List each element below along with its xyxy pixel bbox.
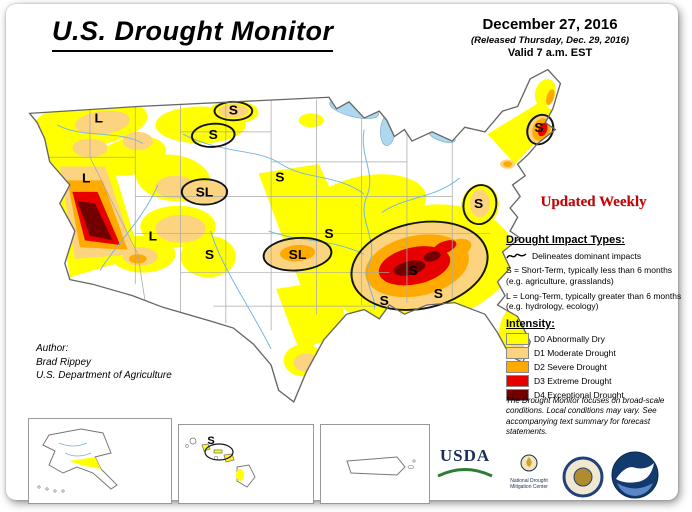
valid-time: Valid 7 a.m. EST: [507, 46, 593, 59]
map-impact-label: S: [229, 103, 238, 117]
legend-item-d3: D3 Extreme Drought: [506, 375, 686, 387]
map-impact-label: S: [474, 197, 483, 211]
impact-line-icon: [506, 253, 527, 259]
ndmc-logo: National Drought Mitigation Center: [500, 454, 558, 490]
puerto-rico-inset-map: [320, 424, 430, 504]
page-title-text: U.S. Drought Monitor: [52, 16, 334, 52]
report-date: December 27, 2016: [482, 16, 618, 33]
map-impact-label: S: [205, 247, 214, 261]
map-impact-label: L: [149, 229, 157, 243]
page-title: U.S. Drought Monitor: [52, 16, 334, 52]
ndmc-emblem-icon: [520, 454, 538, 472]
hawaii-inset-map: S: [178, 424, 314, 504]
released-date: (Released Thursday, Dec. 29, 2016): [470, 34, 630, 46]
impact-types-panel: Drought Impact Types: Delineates dominan…: [506, 234, 686, 316]
intensity-heading: Intensity:: [506, 318, 555, 330]
legend-swatch-d0: [506, 333, 529, 345]
author-org: U.S. Department of Agriculture: [36, 370, 172, 381]
map-impact-label: S: [209, 127, 218, 141]
legend-item-d0: D0 Abnormally Dry: [506, 333, 686, 345]
impact-outlines: [180, 100, 555, 311]
usda-logo: USDA: [434, 446, 496, 484]
noaa-logo: [611, 451, 659, 499]
alaska-d0-area: [69, 457, 101, 469]
intensity-panel: Intensity: D0 Abnormally Dry D1 Moderate …: [506, 318, 686, 403]
legend-swatch-d4: [506, 389, 529, 401]
map-impact-label: S: [434, 287, 443, 301]
date-block: December 27, 2016 (Released Thursday, De…: [434, 16, 666, 60]
footnote: The Drought Monitor focuses on broad-sca…: [506, 396, 665, 437]
university-seal-logo: [562, 456, 604, 498]
legend-label: D0 Abnormally Dry: [534, 334, 605, 344]
legend-swatch-d2: [506, 361, 529, 373]
map-impact-label: S: [380, 294, 389, 308]
map-impact-label: SL: [289, 247, 307, 261]
map-impact-label: S: [275, 170, 284, 184]
legend-label: D4 Exceptional Drought: [534, 390, 624, 400]
impact-types-heading: Drought Impact Types:: [506, 234, 625, 246]
long-term-note: L = Long-Term, typically greater than 6 …: [506, 290, 682, 312]
legend-swatch-d3: [506, 375, 529, 387]
drought-monitor-sheet: U.S. Drought Monitor December 27, 2016 (…: [6, 4, 681, 504]
legend-label: D2 Severe Drought: [534, 362, 607, 372]
ndmc-logo-text: National Drought Mitigation Center: [510, 478, 548, 490]
updated-weekly: Updated Weekly: [540, 194, 647, 210]
legend-label: D1 Moderate Drought: [534, 348, 616, 358]
delineates-label: Delineates dominant impacts: [532, 250, 642, 261]
hawaii-impact-label: S: [207, 435, 214, 447]
map-impact-label: S: [409, 263, 418, 277]
legend-label: D3 Extreme Drought: [534, 376, 612, 386]
map-impact-label: SL: [196, 185, 214, 199]
map-impact-label: L: [82, 171, 90, 185]
map-impact-label: L: [95, 111, 103, 125]
drought-layer-d4: [77, 201, 441, 276]
author-heading: Author:: [36, 343, 69, 354]
intensity-legend: D0 Abnormally Dry D1 Moderate Drought D2 S…: [506, 333, 686, 401]
usda-swoosh-icon: [437, 468, 493, 478]
map-impact-label: S: [534, 120, 543, 134]
map-impact-label: S: [324, 227, 333, 241]
author-block: Author: Brad Rippey U.S. Department of A…: [36, 342, 172, 383]
legend-item-d4: D4 Exceptional Drought: [506, 389, 686, 401]
usda-logo-text: USDA: [439, 446, 491, 465]
author-name: Brad Rippey: [36, 356, 92, 368]
legend-item-d1: D1 Moderate Drought: [506, 347, 686, 359]
legend-item-d2: D2 Severe Drought: [506, 361, 686, 373]
short-term-note: S = Short-Term, typically less than 6 mo…: [506, 265, 673, 286]
alaska-inset-map: [28, 418, 172, 504]
legend-swatch-d1: [506, 347, 529, 359]
state-borders: [47, 97, 490, 331]
